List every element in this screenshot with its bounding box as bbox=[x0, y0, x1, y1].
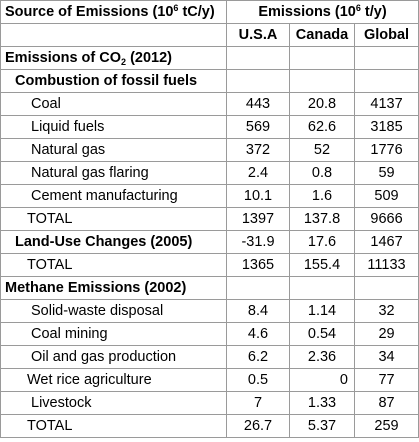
usa-value: 2.4 bbox=[226, 161, 290, 185]
usa-value: 569 bbox=[226, 115, 290, 139]
global-value: 259 bbox=[353, 414, 419, 438]
header-row-2: U.S.A Canada Global bbox=[0, 23, 419, 47]
usa-value: 10.1 bbox=[226, 184, 290, 208]
row-label: Wet rice agriculture bbox=[0, 368, 227, 392]
table-row: Wet rice agriculture 0.5 0 77 bbox=[0, 368, 419, 392]
usa-value: 4.6 bbox=[226, 322, 290, 346]
fossil-rows: Coal 443 20.8 4137 Liquid fuels 569 62.6 3185 Na… bbox=[0, 92, 419, 231]
source-header: Source of Emissions (106 tC/y) bbox=[0, 0, 227, 24]
canada-value: 1.14 bbox=[289, 299, 355, 323]
header-blank-cell bbox=[0, 23, 227, 47]
usa-value: 6.2 bbox=[226, 345, 290, 369]
usa-value: 443 bbox=[226, 92, 290, 116]
global-value: 59 bbox=[353, 161, 419, 185]
table-row: Coal mining 4.6 0.54 29 bbox=[0, 322, 419, 346]
row-label: TOTAL bbox=[0, 253, 227, 277]
co2-total-row: TOTAL 1365 155.4 11133 bbox=[0, 253, 419, 277]
global-value: 87 bbox=[353, 391, 419, 415]
row-label: TOTAL bbox=[0, 414, 227, 438]
row-label: Land-Use Changes (2005) bbox=[0, 230, 227, 254]
global-value: 29 bbox=[353, 322, 419, 346]
usa-value: -31.9 bbox=[226, 230, 290, 254]
canada-value: 0 bbox=[289, 368, 355, 392]
global-value: 1776 bbox=[353, 138, 419, 162]
global-value: 11133 bbox=[353, 253, 419, 277]
canada-value: 137.8 bbox=[289, 207, 355, 231]
canada-value: 1.6 bbox=[289, 184, 355, 208]
canada-value: 0.8 bbox=[289, 161, 355, 185]
table-row: Natural gas flaring 2.4 0.8 59 bbox=[0, 161, 419, 185]
table-row: Coal 443 20.8 4137 bbox=[0, 92, 419, 116]
global-value: 34 bbox=[353, 345, 419, 369]
fossil-section-row: Combustion of fossil fuels bbox=[0, 69, 419, 93]
row-label: Oil and gas production bbox=[0, 345, 227, 369]
canada-value: 20.8 bbox=[289, 92, 355, 116]
fossil-section-title: Combustion of fossil fuels bbox=[0, 69, 227, 93]
row-label: Cement manufacturing bbox=[0, 184, 227, 208]
global-value: 1467 bbox=[353, 230, 419, 254]
row-label: Coal bbox=[0, 92, 227, 116]
canada-value: 5.37 bbox=[289, 414, 355, 438]
canada-value: 52 bbox=[289, 138, 355, 162]
methane-section-row: Methane Emissions (2002) bbox=[0, 276, 419, 300]
global-value: 3185 bbox=[353, 115, 419, 139]
global-value: 9666 bbox=[353, 207, 419, 231]
emissions-header: Emissions (106 t/y) bbox=[225, 0, 419, 24]
co2-section-row: Emissions of CO2 (2012) bbox=[0, 46, 419, 70]
table-row: Liquid fuels 569 62.6 3185 bbox=[0, 115, 419, 139]
methane-rows: Solid-waste disposal 8.4 1.14 32 Coal mining… bbox=[0, 299, 419, 438]
row-label: Natural gas flaring bbox=[0, 161, 227, 185]
table-row: Cement manufacturing 10.1 1.6 509 bbox=[0, 184, 419, 208]
row-label: Natural gas bbox=[0, 138, 227, 162]
global-value: 509 bbox=[353, 184, 419, 208]
usa-value: 8.4 bbox=[226, 299, 290, 323]
table-row: Oil and gas production 6.2 2.36 34 bbox=[0, 345, 419, 369]
canada-value: 1.33 bbox=[289, 391, 355, 415]
col-usa-header: U.S.A bbox=[226, 23, 290, 47]
row-label: Coal mining bbox=[0, 322, 227, 346]
usa-value: 372 bbox=[226, 138, 290, 162]
methane-section-title: Methane Emissions (2002) bbox=[0, 276, 227, 300]
canada-value: 62.6 bbox=[289, 115, 355, 139]
table-row: Solid-waste disposal 8.4 1.14 32 bbox=[0, 299, 419, 323]
canada-value: 17.6 bbox=[289, 230, 355, 254]
col-canada-header: Canada bbox=[289, 23, 355, 47]
header-row-1: Source of Emissions (106 tC/y) Emissions… bbox=[0, 0, 419, 24]
global-value: 32 bbox=[353, 299, 419, 323]
row-label: Livestock bbox=[0, 391, 227, 415]
usa-value: 26.7 bbox=[226, 414, 290, 438]
usa-value: 7 bbox=[226, 391, 290, 415]
row-label: Solid-waste disposal bbox=[0, 299, 227, 323]
table-row: TOTAL 1397 137.8 9666 bbox=[0, 207, 419, 231]
row-label: TOTAL bbox=[0, 207, 227, 231]
global-value: 77 bbox=[353, 368, 419, 392]
table-row: TOTAL 26.7 5.37 259 bbox=[0, 414, 419, 438]
canada-value: 0.54 bbox=[289, 322, 355, 346]
landuse-row: Land-Use Changes (2005) -31.9 17.6 1467 bbox=[0, 230, 419, 254]
usa-value: 1365 bbox=[226, 253, 290, 277]
canada-value: 155.4 bbox=[289, 253, 355, 277]
usa-value: 0.5 bbox=[226, 368, 290, 392]
table-row: Livestock 7 1.33 87 bbox=[0, 391, 419, 415]
co2-section-title: Emissions of CO2 (2012) bbox=[0, 46, 227, 70]
global-value: 4137 bbox=[353, 92, 419, 116]
col-global-header: Global bbox=[353, 23, 419, 47]
usa-value: 1397 bbox=[226, 207, 290, 231]
table-row: Natural gas 372 52 1776 bbox=[0, 138, 419, 162]
canada-value: 2.36 bbox=[289, 345, 355, 369]
row-label: Liquid fuels bbox=[0, 115, 227, 139]
